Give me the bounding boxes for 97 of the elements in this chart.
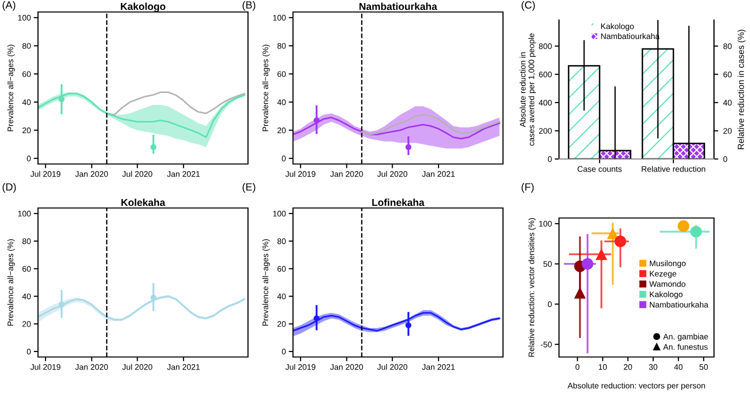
y-tick-label: 0 [548,156,552,162]
y2-tick-label: 40 [723,100,732,106]
legend-label: Musilongo [650,260,686,268]
y-tick-label: 20 [22,321,31,327]
text: (A) [2,1,16,11]
y-tick-label: -50 [540,342,552,348]
x-tick-label: Jul 2020 [377,170,408,177]
y2-tick-label: 0 [723,156,728,162]
y-tick-label: 60 [22,71,31,77]
x-tick-label: Jan 2020 [75,171,108,177]
line-series [106,91,246,116]
y-tick-label: 80 [22,238,31,244]
y-tick-label: 40 [277,294,286,300]
y-tick-label: 20 [22,128,31,134]
x-tick-label: 50 [699,364,708,370]
y-tick-label: 20 [278,321,286,327]
y-tick-label: 0 [26,348,31,354]
point [596,248,608,260]
y-axis-title: Absolute reduction in cases averted per 1,000 people [520,33,536,146]
y2-tick-label: 20 [723,128,732,134]
y-tick-label: 100 [18,210,31,217]
legend-label: An. funestus [663,344,708,350]
point [678,220,690,232]
y-tick-label: 50 [543,261,552,267]
x-axis-title: Absolute reduction: vectors per person [568,382,705,390]
y-tick-label: 100 [18,14,31,21]
point [582,258,594,270]
y-axis-title: Prevalence all−ages (%) [7,239,15,326]
y-tick-label: 0 [282,156,286,162]
x-tick-label: 30 [648,364,658,370]
y-tick-label: 100 [273,210,286,217]
x-tick-label: Jul 2020 [122,170,152,177]
x-tick-label: Jan 2021 [167,171,200,177]
legend-label: Kakologo [650,291,683,299]
x-tick-label: Case counts [578,166,622,172]
y-tick-label: 20 [278,128,286,134]
legend-label: Kakologo [601,23,634,31]
x-tick-label: 10 [598,364,607,370]
y-tick-label: 60 [278,71,286,77]
x-tick-label: Jan 2020 [330,364,363,370]
x-tick-label: Jul 2019 [285,170,316,177]
chart-title: Nambatiourkaha [359,2,438,10]
y-tick-label: 40 [277,99,286,106]
y-tick-label: 0 [26,156,31,162]
point [690,226,702,238]
legend-label: An. gambiae [663,334,708,342]
y-axis-title: Prevalence all−ages (%) [262,239,270,326]
y-tick-label: 60 [278,266,286,272]
y-tick-label: 800 [538,43,552,50]
y-tick-label: 400 [538,100,552,106]
x-tick-label: Jan 2020 [75,364,108,370]
text: (C) [522,1,535,11]
chart-title: Kakologo [120,2,166,12]
line-series [360,114,500,136]
legend-label: Nambatiourkaha [650,302,708,308]
y-tick-label: 80 [277,238,286,244]
legend-label: Wamondo [649,280,686,287]
x-tick-label: Jul 2019 [285,364,316,370]
y-tick-label: 0 [282,348,286,354]
y-tick-label: 80 [22,43,31,49]
x-tick-label: Jul 2019 [30,364,60,370]
y-tick-label: 0 [548,301,552,308]
point [606,227,619,240]
x-tick-label: Jan 2020 [330,171,363,177]
point [574,287,586,299]
x-tick-label: Jul 2019 [30,170,60,177]
text: (B) [242,1,256,11]
text: (E) [242,183,256,193]
y-tick-label: 60 [22,266,31,272]
x-tick-label: 0 [576,364,580,370]
x-tick-label: 40 [674,364,683,370]
y-axis-title: Relative reduction: vector densities (%) [528,218,536,357]
text: (D) [2,183,16,193]
y-tick-label: 600 [539,72,552,78]
x-tick-label: Jan 2021 [422,171,455,177]
point [614,236,626,248]
y-tick-label: 100 [539,220,552,227]
y-tick-label: 40 [22,294,31,300]
y2-axis-title: Relative reduction in cases (%) [738,30,746,150]
y-tick-label: 80 [277,43,286,49]
x-tick-label: 20 [624,364,632,370]
legend-label: Kezege [650,270,676,278]
chart-title: Lofinekaha [372,198,424,206]
x-tick-label: Jul 2020 [122,364,152,370]
x-tick-label: Jan 2021 [167,364,200,370]
text: (F) [522,183,534,193]
y2-tick-label: 80 [723,43,732,50]
chart-title: Kolekaha [121,198,166,206]
y-tick-label: 200 [539,128,552,134]
y-tick-label: 100 [273,14,286,21]
x-tick-label: Jul 2020 [377,364,408,370]
x-tick-label: Jan 2021 [422,364,455,370]
y2-tick-label: 60 [723,72,732,78]
y-tick-label: 40 [22,99,31,106]
y-axis-title: Prevalence all−ages (%) [7,44,15,132]
y-axis-title: Prevalence all−ages (%) [262,44,270,132]
x-tick-label: Relative reduction [642,166,706,172]
